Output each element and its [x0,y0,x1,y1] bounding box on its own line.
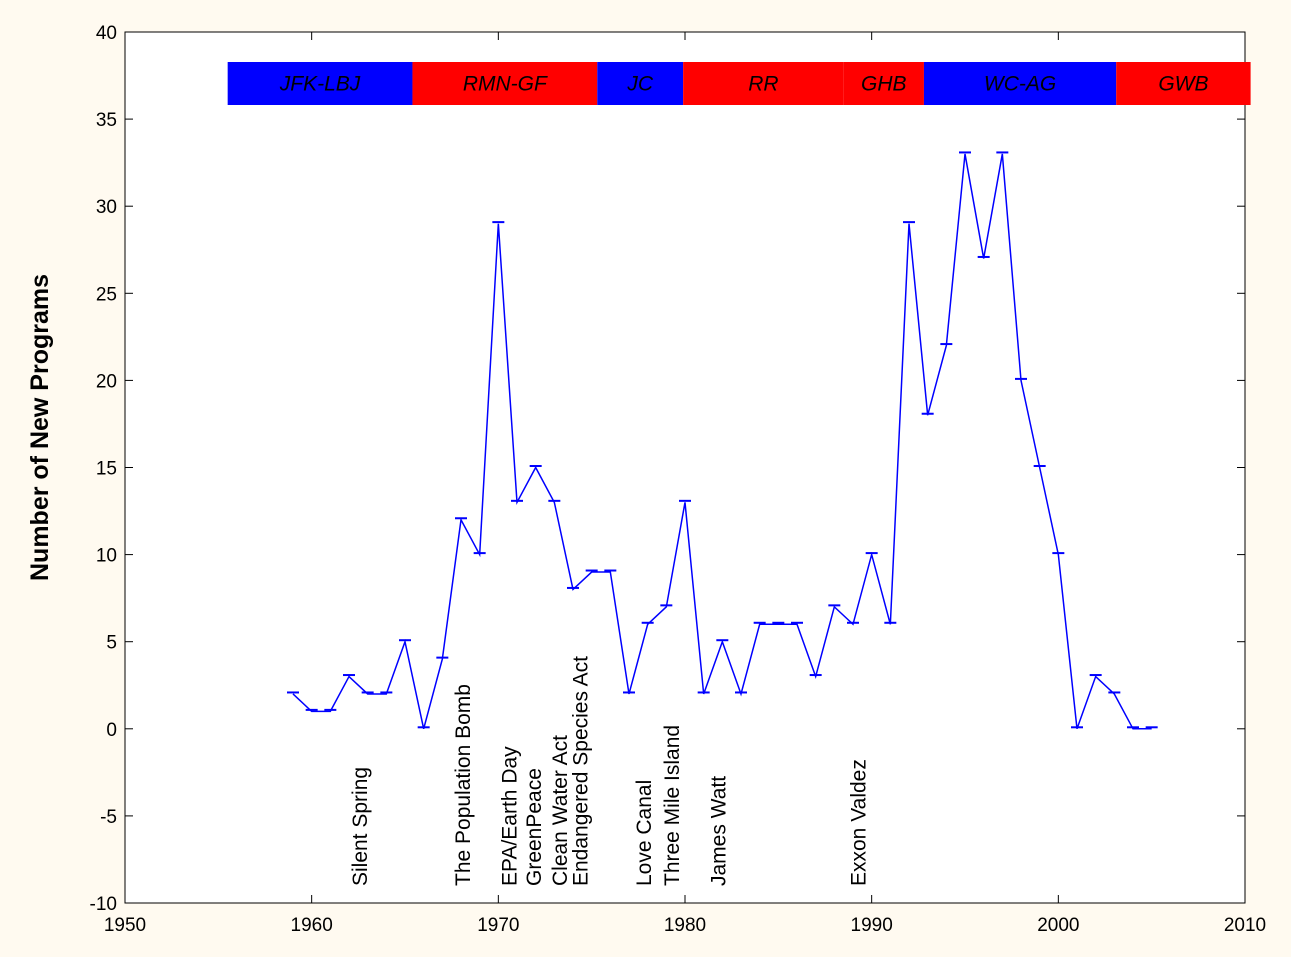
event-label-4: Clean Water Act [549,735,572,886]
x-tick-label-5: 2000 [1037,915,1079,936]
x-tick-label-4: 1990 [851,915,893,936]
event-label-5: Endangered Species Act [569,656,592,886]
administration-label-0: JFK-LBJ [279,73,361,96]
event-label-7: Three Mile Island [661,725,684,886]
y-tick-label-1: -5 [100,807,117,828]
y-tick-label-10: 40 [96,23,117,44]
event-label-0: Silent Spring [349,767,372,886]
event-label-8: James Watt [708,776,731,886]
axis-ticks: 1950 1960 1970 1980 1990 2000 2010 -10 -5 0 5 10 15 2… [90,23,1267,936]
administration-band-3 [683,62,844,105]
administration-label-6: GWB [1158,73,1208,96]
x-tick-label-1: 1960 [291,915,333,936]
event-label-1: The Population Bomb [452,684,475,886]
y-tick-label-7: 25 [96,284,117,305]
administration-label-3: RR [748,73,778,96]
administration-label-5: WC-AG [984,73,1056,96]
y-axis-label: Number of New Programs [26,274,54,581]
event-label-2: EPA/Earth Day [499,746,522,886]
administration-bands: JFK-LBJ RMN-GF JC RR GHB WC-AG GWB [227,62,1251,105]
administration-band-1 [412,62,598,105]
y-tick-label-0: -10 [90,894,117,915]
x-tick-label-3: 1980 [664,915,706,936]
series-line-0 [292,153,1152,730]
y-tick-label-9: 35 [96,110,117,131]
administration-band-4 [843,62,924,105]
y-tick-label-6: 20 [96,371,117,392]
administration-band-6 [1116,62,1251,105]
event-labels: Silent Spring The Population Bomb EPA/Eart… [349,656,870,886]
plot-frame [124,31,1246,904]
administration-band-5 [923,62,1117,105]
y-tick-label-8: 30 [96,197,117,218]
y-tick-label-3: 5 [106,633,117,654]
administration-band-0 [227,62,413,105]
y-tick-label-2: 0 [106,720,117,741]
event-label-9: Exxon Valdez [848,759,871,886]
event-label-3: GreenPeace [523,768,546,886]
y-tick-label-4: 10 [96,546,117,567]
y-tick-label-5: 15 [96,459,117,480]
x-tick-label-2: 1970 [477,915,519,936]
administration-band-2 [597,62,684,105]
series-layer [287,151,1158,730]
x-tick-label-0: 1950 [104,915,146,936]
administration-label-4: GHB [861,73,907,96]
administration-label-2: JC [626,73,654,96]
x-tick-label-6: 2010 [1224,915,1266,936]
event-label-6: Love Canal [633,780,656,886]
administration-label-1: RMN-GF [463,73,548,96]
